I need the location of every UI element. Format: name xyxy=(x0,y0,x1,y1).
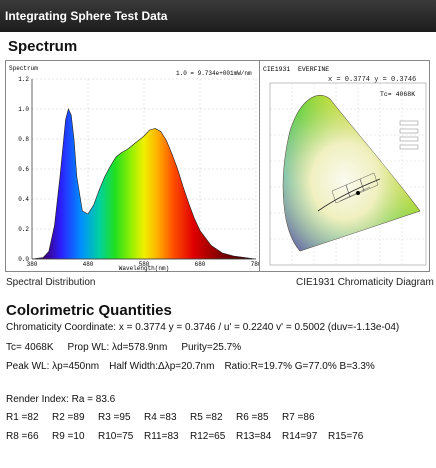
render-index-line: Render Index: Ra = 83.6 xyxy=(6,394,116,405)
header-title: Integrating Sphere Test Data xyxy=(5,9,168,23)
spectrum-x-tick-label: 580 xyxy=(139,261,150,268)
spectrum-y-tick-label: 0.8 xyxy=(18,136,29,143)
chromaticity-line: Chromaticity Coordinate: x = 0.3774 y = … xyxy=(6,322,400,333)
r-value: R14=97 xyxy=(282,431,318,442)
cie-gamut-highlight xyxy=(283,95,420,252)
purity-value: Purity=25.7% xyxy=(181,342,242,353)
r-value: R7 =86 xyxy=(282,412,315,423)
half-width-value: Half Width:Δλp=20.7nm xyxy=(109,361,215,372)
cie-measured-point xyxy=(356,191,360,195)
cie-frame xyxy=(269,82,427,266)
spectrum-caption: Spectral Distribution xyxy=(6,277,96,288)
spectrum-y-tick-label: 0.6 xyxy=(18,166,29,173)
spectrum-x-tick-label: 780 xyxy=(251,261,261,268)
spectrum-scale-note: 1.0 = 9.734e+001mW/nm xyxy=(176,70,252,77)
cie-caption: CIE1931 Chromaticity Diagram xyxy=(296,277,434,288)
tc-prop-line: Tc= 4068K Prop WL: λd=578.9nm Purity=25.7% xyxy=(6,342,241,353)
r-value: R6 =85 xyxy=(236,412,269,423)
r-value: R15=76 xyxy=(328,431,364,442)
spectrum-chart: Spectrum 1.0 = 9.734e+001mW/nm Wavelengt… xyxy=(9,65,262,272)
cie-tc: Tc= 4068K xyxy=(380,91,415,98)
r-value: R9 =10 xyxy=(52,431,85,442)
spectrum-panel: Spectrum 1.0 = 9.734e+001mW/nm Wavelengt… xyxy=(5,60,262,272)
cie-readout: x = 0.3774 y = 0.3746 xyxy=(328,76,416,84)
spectrum-plot-label: Spectrum xyxy=(9,65,38,72)
cie-brand: EVERFINE xyxy=(298,66,329,73)
spectrum-x-tick-label: 380 xyxy=(27,261,38,268)
r-value: R1 =82 xyxy=(6,412,39,423)
r-value: R5 =82 xyxy=(190,412,223,423)
spectrum-ticks: 0.0 0.2 0.4 0.6 0.8 1.0 1.2 380 480 580 680 780 xyxy=(18,76,262,268)
cie-legend-boxes xyxy=(399,120,419,150)
cie-planckian-locus xyxy=(317,178,381,212)
spectrum-x-tick-label: 680 xyxy=(195,261,206,268)
cie-panel: CIE1931 EVERFINE x = 0.3774 y = 0.3746 T… xyxy=(259,60,430,272)
header-bar: Integrating Sphere Test Data xyxy=(0,0,436,32)
cie-title: CIE1931 xyxy=(263,66,290,73)
spectrum-y-tick-label: 0.2 xyxy=(18,226,29,233)
spectrum-y-tick-label: 0.4 xyxy=(18,196,29,203)
spectrum-x-label: Wavelength(nm) xyxy=(119,265,169,272)
spectrum-y-tick-label: 1.0 xyxy=(18,106,29,113)
spectrum-y-tick-label: 0.0 xyxy=(18,256,29,263)
spectrum-y-tick-label: 1.2 xyxy=(18,76,29,83)
peak-wl-value: Peak WL: λp=450nm xyxy=(6,361,100,372)
r-value: R11=83 xyxy=(144,431,179,442)
spectrum-x-tick-label: 480 xyxy=(83,261,94,268)
colorimetric-section-title: Colorimetric Quantities xyxy=(6,302,172,319)
cie-chart: CIE1931 EVERFINE x = 0.3774 y = 0.3746 T… xyxy=(263,66,427,266)
tc-value: Tc= 4068K xyxy=(6,342,54,353)
ratio-value: Ratio:R=19.7% G=77.0% B=3.3% xyxy=(224,361,375,372)
cie-quadrangles xyxy=(331,172,379,204)
r-value: R12=65 xyxy=(190,431,226,442)
spectrum-area xyxy=(31,108,257,260)
prop-wl-value: Prop WL: λd=578.9nm xyxy=(67,342,168,353)
r-value: R10=75 xyxy=(98,431,134,442)
r-value: R13=84 xyxy=(236,431,272,442)
r-value: R2 =89 xyxy=(52,412,85,423)
spectrum-section-title: Spectrum xyxy=(8,38,78,55)
r-value: R8 =66 xyxy=(6,431,39,442)
r-value: R4 =83 xyxy=(144,412,177,423)
peak-line: Peak WL: λp=450nm Half Width:Δλp=20.7nm Ra… xyxy=(6,361,375,372)
r-value: R3 =95 xyxy=(98,412,131,423)
